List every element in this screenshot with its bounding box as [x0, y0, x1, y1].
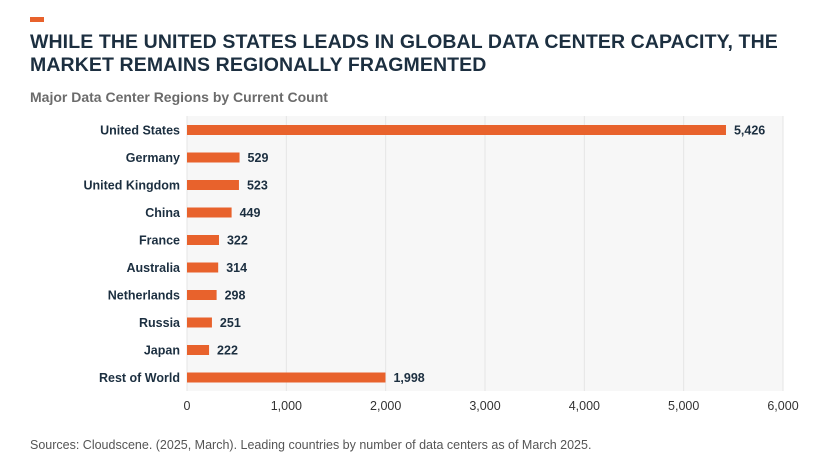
category-label: Germany	[126, 151, 180, 165]
source-note: Sources: Cloudscene. (2025, March). Lead…	[30, 438, 592, 452]
bar	[187, 290, 217, 300]
bar	[187, 372, 386, 383]
x-tick-label: 3,000	[469, 399, 500, 413]
accent-bar	[30, 17, 44, 22]
category-label: Rest of World	[99, 371, 180, 385]
x-tick-label: 2,000	[370, 399, 401, 413]
bar	[187, 180, 239, 190]
data-label: 298	[225, 289, 246, 303]
category-label: United Kingdom	[83, 179, 180, 193]
bar	[187, 235, 219, 245]
bar	[187, 207, 232, 218]
x-tick-label: 4,000	[569, 399, 600, 413]
category-label: Japan	[144, 344, 180, 358]
bar	[187, 125, 726, 135]
category-label: United States	[100, 124, 180, 138]
x-tick-label: 1,000	[271, 399, 302, 413]
bar-chart: United States Germany United Kingdom China F…	[83, 116, 799, 413]
category-label: Australia	[127, 261, 182, 275]
data-label: 5,426	[734, 124, 765, 138]
value-labels: 5,426 529 523 449 322 314 298 251 222 1,998	[217, 124, 765, 386]
bars	[187, 125, 726, 383]
category-label: Netherlands	[108, 289, 180, 303]
bar	[187, 317, 212, 328]
data-label: 314	[226, 261, 247, 275]
x-tick-label: 5,000	[668, 399, 699, 413]
data-label: 1,998	[393, 371, 424, 385]
category-label: China	[145, 206, 181, 220]
data-label: 251	[220, 316, 241, 330]
bar	[187, 262, 219, 273]
data-label: 222	[217, 344, 238, 358]
data-label: 523	[247, 179, 268, 193]
x-tick-label: 0	[184, 399, 191, 413]
category-label: France	[139, 234, 180, 248]
x-tick-label: 6,000	[767, 399, 798, 413]
chart-title: WHILE THE UNITED STATES LEADS IN GLOBAL …	[30, 31, 778, 76]
data-label: 322	[227, 234, 248, 248]
category-label: Russia	[139, 316, 181, 330]
x-axis-ticks: 0 1,000 2,000 3,000 4,000 5,000 6,000	[184, 399, 799, 413]
category-labels: United States Germany United Kingdom China F…	[83, 124, 181, 386]
chart-subtitle: Major Data Center Regions by Current Cou…	[30, 89, 328, 105]
data-label: 449	[240, 206, 261, 220]
bar	[187, 345, 210, 355]
data-label: 529	[248, 151, 269, 165]
bar	[187, 152, 240, 163]
